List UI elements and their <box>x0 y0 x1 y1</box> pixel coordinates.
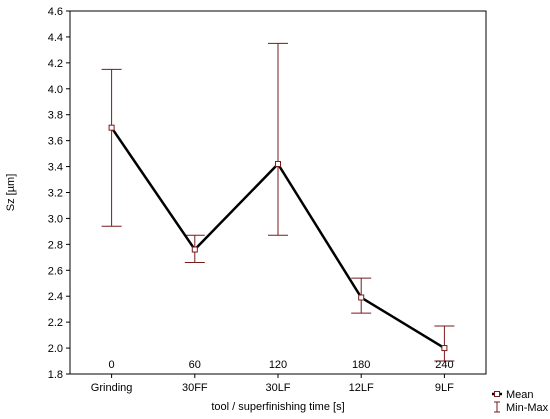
data-point <box>191 246 198 253</box>
time-labels: 0 60 120 180 240 <box>109 359 454 371</box>
legend-item-minmax: Min-Max <box>494 401 549 414</box>
y-tick-label: 3.0 <box>48 213 63 225</box>
y-axis-ticks: 1.8 2.0 2.2 2.4 2.6 2.8 3.0 3.2 3.4 3.6 3.8 4.0 4.2 4… <box>48 6 70 381</box>
y-tick-label: 2.4 <box>48 291 63 303</box>
data-point <box>275 160 281 167</box>
y-tick-label: 4.6 <box>48 6 63 18</box>
time-label: 120 <box>269 359 287 371</box>
legend-minmax-label: Min-Max <box>506 402 549 414</box>
x-tick-label: Grinding <box>91 382 133 394</box>
y-tick-label: 3.2 <box>48 188 63 200</box>
y-tick-label: 2.0 <box>48 343 63 355</box>
legend-mean-marker <box>494 391 500 397</box>
x-tick-label: 9LF <box>435 382 454 394</box>
time-label: 0 <box>109 359 115 371</box>
y-axis-title: Sz [µm] <box>5 174 17 212</box>
x-tick-label: 30LF <box>265 382 290 394</box>
time-label: 240 <box>435 359 453 371</box>
y-tick-label: 3.6 <box>48 136 63 148</box>
x-tick-label: 12LF <box>349 382 374 394</box>
legend-item-mean: Mean <box>492 389 534 401</box>
y-tick-label: 2.8 <box>48 239 63 251</box>
x-axis-ticks: Grinding 30FF 30LF 12LF 9LF <box>91 374 454 394</box>
x-axis-title: tool / superfinishing time [s] <box>211 401 344 413</box>
y-tick-label: 3.8 <box>48 110 63 122</box>
time-label: 180 <box>352 359 370 371</box>
series-mean <box>108 124 448 352</box>
plot-frame <box>69 10 487 375</box>
y-tick-label: 4.4 <box>48 32 63 44</box>
y-tick-label: 2.2 <box>48 317 63 329</box>
y-tick-label: 2.6 <box>48 265 63 277</box>
y-tick-label: 4.2 <box>48 58 63 70</box>
legend-minmax-swatch <box>494 401 500 413</box>
data-point <box>441 345 448 352</box>
time-label: 60 <box>189 359 201 371</box>
y-tick-label: 1.8 <box>48 369 63 381</box>
legend: Mean Min-Max <box>492 389 549 414</box>
data-point <box>358 294 365 301</box>
x-tick-label: 30FF <box>182 382 208 394</box>
y-tick-label: 3.4 <box>48 162 63 174</box>
y-tick-label: 4.0 <box>48 84 63 96</box>
legend-mean-label: Mean <box>506 389 534 401</box>
data-point <box>108 124 115 131</box>
error-bars <box>101 42 455 362</box>
